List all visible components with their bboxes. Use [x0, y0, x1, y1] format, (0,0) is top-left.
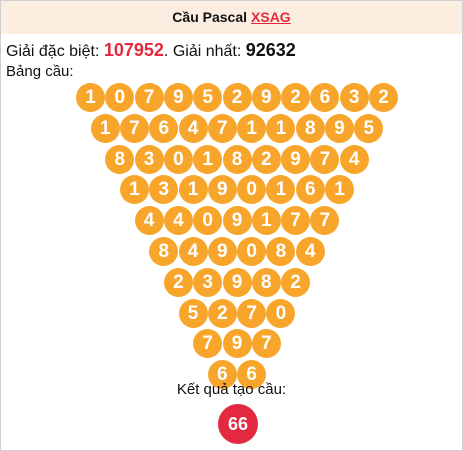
pascal-ball: 8 — [266, 237, 296, 266]
pascal-ball: 7 — [207, 113, 237, 143]
pascal-ball: 4 — [178, 237, 208, 266]
panel-header: Cầu Pascal XSAG — [1, 1, 462, 34]
pascal-ball: 8 — [149, 237, 179, 266]
pascal-ball: 9 — [325, 113, 355, 143]
pascal-ball: 7 — [134, 83, 164, 112]
pascal-ball: 9 — [251, 83, 281, 112]
pascal-ball: 6 — [207, 360, 237, 390]
pascal-ball: 2 — [207, 298, 237, 328]
pascal-ball: 7 — [193, 329, 223, 359]
pascal-ball: 4 — [134, 206, 164, 236]
pascal-ball: 6 — [149, 113, 179, 143]
pascal-ball: 0 — [266, 298, 296, 328]
pascal-ball: 0 — [193, 206, 223, 236]
pascal-ball: 9 — [222, 329, 252, 359]
pascal-ball: 3 — [193, 267, 223, 297]
special-prize-value: 107952 — [103, 40, 164, 60]
pascal-ball: 1 — [251, 206, 281, 236]
pascal-ball: 3 — [149, 175, 179, 205]
pascal-ball: 2 — [281, 83, 311, 112]
pascal-ball: 7 — [310, 206, 340, 236]
pascal-ball: 9 — [222, 206, 252, 236]
pascal-ball: 4 — [295, 237, 325, 266]
xsag-link[interactable]: XSAG — [251, 9, 291, 25]
pascal-ball: 1 — [266, 175, 296, 205]
pascal-ball: 7 — [310, 144, 340, 174]
pascal-ball: 4 — [163, 206, 193, 236]
pascal-ball: 0 — [237, 175, 267, 205]
pascal-ball: 3 — [339, 83, 369, 112]
pascal-ball: 6 — [295, 175, 325, 205]
pascal-ball: 1 — [90, 113, 120, 143]
pascal-ball: 8 — [295, 113, 325, 143]
pascal-ball: 6 — [310, 83, 340, 112]
pascal-ball: 2 — [281, 267, 311, 297]
pascal-ball: 7 — [251, 329, 281, 359]
pascal-ball: 5 — [178, 298, 208, 328]
prize-line: Giải đặc biệt: 107952. Giải nhất: 92632 — [6, 40, 296, 61]
pascal-ball: 7 — [281, 206, 311, 236]
result-ball: 66 — [218, 404, 258, 444]
pascal-ball: 1 — [119, 175, 149, 205]
pascal-ball: 5 — [193, 83, 223, 112]
panel-title: Cầu Pascal — [172, 9, 248, 25]
pascal-ball: 9 — [207, 237, 237, 266]
pascal-ball: 2 — [222, 83, 252, 112]
pascal-ball: 9 — [207, 175, 237, 205]
pascal-ball: 0 — [105, 83, 135, 112]
pascal-ball: 1 — [325, 175, 355, 205]
first-prize-label: . Giải nhất: — [163, 43, 242, 60]
pascal-ball: 7 — [237, 298, 267, 328]
pascal-ball: 8 — [222, 144, 252, 174]
pascal-ball: 1 — [266, 113, 296, 143]
pascal-ball: 4 — [339, 144, 369, 174]
pascal-ball: 7 — [119, 113, 149, 143]
board-label: Bảng cầu: — [6, 63, 74, 80]
pascal-ball: 2 — [251, 144, 281, 174]
pascal-ball: 5 — [354, 113, 384, 143]
special-prize-label: Giải đặc biệt: — [6, 43, 100, 60]
pascal-ball: 4 — [178, 113, 208, 143]
pascal-ball: 6 — [237, 360, 267, 390]
pascal-ball: 0 — [163, 144, 193, 174]
pascal-ball: 0 — [237, 237, 267, 266]
pascal-ball: 8 — [251, 267, 281, 297]
pascal-ball: 1 — [178, 175, 208, 205]
result-label: Kết quả tạo cầu: — [176, 381, 287, 398]
pascal-ball: 2 — [163, 267, 193, 297]
pascal-ball: 1 — [237, 113, 267, 143]
pascal-ball: 1 — [76, 83, 105, 112]
first-prize-value: 92632 — [245, 40, 296, 60]
pascal-ball: 1 — [193, 144, 223, 174]
pascal-ball: 9 — [222, 267, 252, 297]
pascal-ball: 2 — [369, 83, 398, 112]
pascal-ball: 3 — [134, 144, 164, 174]
pascal-ball: 9 — [281, 144, 311, 174]
pascal-ball: 8 — [105, 144, 135, 174]
pascal-ball: 9 — [163, 83, 193, 112]
